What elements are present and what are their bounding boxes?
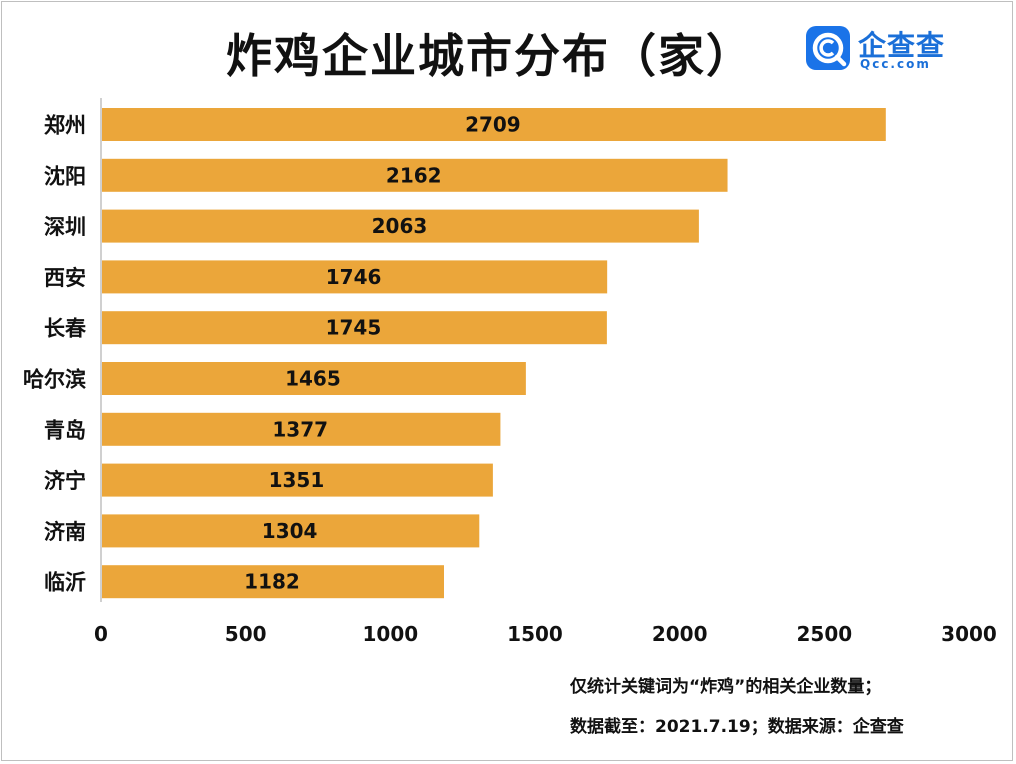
- bar-7: [102, 412, 501, 446]
- bar-value-label: 2709: [465, 113, 521, 137]
- bar-value-label: 1351: [269, 468, 325, 492]
- category-label: 郑州: [44, 114, 86, 138]
- bar-9: [102, 514, 480, 548]
- x-tick-label: 0: [94, 622, 108, 646]
- bar-5: [102, 311, 607, 345]
- x-tick-label: 500: [225, 622, 267, 646]
- bar-value-label: 1745: [326, 316, 382, 340]
- category-label: 济南: [44, 520, 86, 544]
- x-tick-label: 2500: [796, 622, 852, 646]
- qcc-logo-icon: [806, 26, 850, 70]
- note-keyword: 仅统计关键词为“炸鸡”的相关企业数量；: [570, 677, 882, 697]
- category-label: 深圳: [44, 215, 86, 239]
- x-tick-labels: 0 500 1000 1500 2000 2500 3000: [94, 622, 997, 646]
- bar-4: [102, 260, 608, 294]
- x-tick-label: 3000: [941, 622, 997, 646]
- qcc-logo-name: 企查查: [858, 29, 946, 62]
- bar-2: [102, 158, 728, 192]
- category-label: 西安: [44, 266, 86, 290]
- qcc-logo: 企查查 Qcc.com: [806, 26, 956, 76]
- bar-value-label: 2162: [386, 163, 442, 187]
- category-label: 青岛: [44, 418, 86, 442]
- x-tick-label: 2000: [652, 622, 708, 646]
- qcc-logo-domain: Qcc.com: [860, 57, 931, 71]
- note-source: 数据截至：2021.7.19；数据来源：企查查: [570, 717, 904, 737]
- bar-value-label: 1304: [262, 519, 318, 543]
- bar-1: [102, 108, 886, 141]
- x-tick-label: 1500: [507, 622, 563, 646]
- bar-value-label: 1182: [244, 570, 300, 594]
- x-tick-label: 1000: [362, 622, 418, 646]
- category-label: 哈尔滨: [23, 368, 86, 392]
- category-label: 临沂: [44, 571, 86, 595]
- bar-8: [102, 463, 493, 497]
- category-label: 济宁: [44, 469, 86, 493]
- bar-value-label: 2063: [372, 214, 428, 238]
- bar-value-label: 1377: [272, 417, 328, 441]
- bar-10: [102, 565, 444, 599]
- chart-title: 炸鸡企业城市分布（家）: [226, 29, 754, 83]
- bar-6: [102, 362, 526, 395]
- bar-3: [102, 209, 699, 243]
- category-label: 长春: [44, 317, 87, 341]
- bars-group: 2709 郑州 2162 沈阳 2063 深圳 1746 西安 1745 长春 1465 哈尔滨 137…: [23, 108, 886, 599]
- bar-value-label: 1465: [285, 367, 341, 391]
- category-label: 沈阳: [44, 164, 86, 188]
- bar-value-label: 1746: [326, 265, 382, 289]
